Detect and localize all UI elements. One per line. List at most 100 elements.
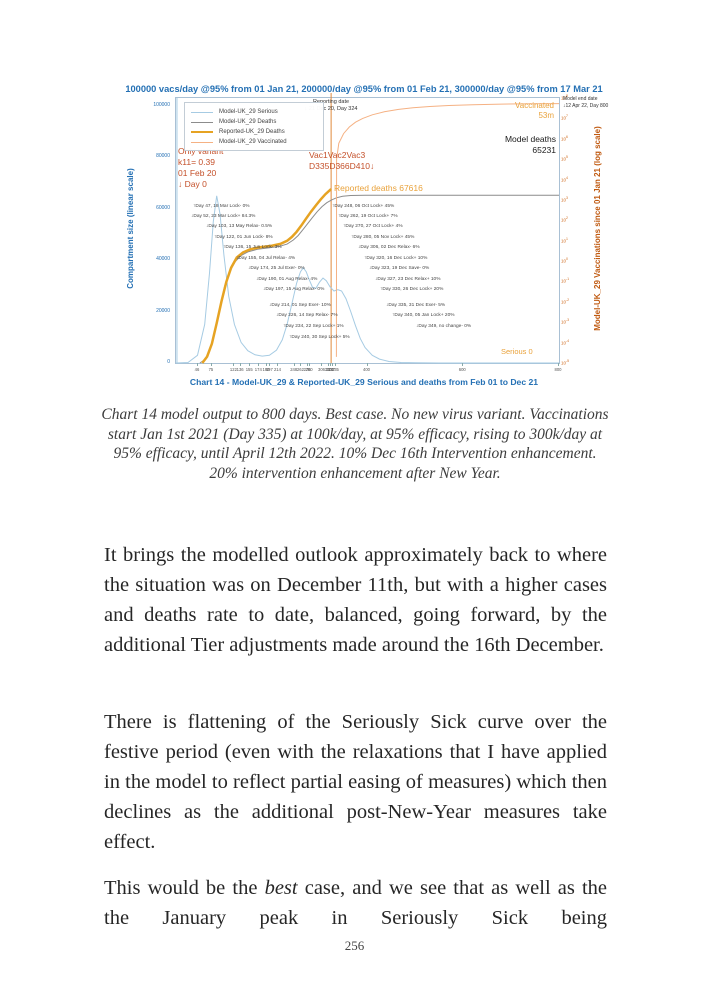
intervention-event-label: ↓Day 155, 04 Jul Relax- 4% bbox=[236, 256, 296, 261]
x-axis-tick-label: 800 bbox=[554, 367, 562, 372]
x-axis-tick-label: 136 bbox=[236, 367, 244, 372]
log-exponent: -3 bbox=[566, 317, 570, 322]
x-axis-tick-mark bbox=[462, 363, 464, 366]
x-axis-tick-mark bbox=[321, 363, 323, 366]
log-exponent: -5 bbox=[566, 358, 570, 363]
intervention-event-label: ↑Day 234, 22 Sep Lock+ 1% bbox=[283, 324, 344, 329]
intervention-event-label: ↑Day 280, 05 Nov Lock+ 45% bbox=[351, 235, 415, 240]
x-axis-tick-mark bbox=[240, 363, 242, 366]
y-axis-log-tick-label: 103 bbox=[561, 195, 568, 203]
x-axis-tick-label: 248 bbox=[290, 367, 298, 372]
x-axis-tick-label: 262 bbox=[296, 367, 304, 372]
x-axis-tick-label: 75 bbox=[208, 367, 214, 372]
x-axis-tick-label: 174 bbox=[254, 367, 262, 372]
intervention-event-label: ↑Day 122, 01 Jun Lock- 8% bbox=[214, 235, 273, 240]
legend-line-swatch bbox=[191, 131, 213, 133]
y-axis-right-title: Model-UK_29 Vaccinations since 01 Jan 21… bbox=[593, 126, 602, 331]
x-axis-tick-label: 280 bbox=[305, 367, 313, 372]
x-axis-tick-mark bbox=[233, 363, 235, 366]
intervention-event-label: ↓Day 306, 02 Dec Relax- 6% bbox=[358, 245, 420, 250]
log-exponent: 4 bbox=[566, 175, 568, 180]
chart-footer-label: Chart 14 - Model-UK_29 & Reported-UK_29 … bbox=[189, 377, 539, 387]
series-line bbox=[175, 195, 559, 364]
legend-line-swatch bbox=[191, 121, 213, 123]
log-exponent: 7 bbox=[566, 114, 568, 119]
y-axis-log-tick-label: 108 bbox=[561, 93, 568, 101]
series-line bbox=[201, 188, 332, 364]
x-axis-tick-mark bbox=[269, 363, 271, 366]
x-axis-tick-label: 122 bbox=[229, 367, 237, 372]
y-axis-log-tick-label: 104 bbox=[561, 175, 568, 182]
legend-row: Model-UK_29 Deaths bbox=[191, 117, 317, 127]
log-exponent: 2 bbox=[566, 216, 568, 221]
log-exponent: 3 bbox=[566, 195, 568, 200]
paragraph-text: This would be the bbox=[104, 876, 265, 899]
page-number: 256 bbox=[344, 938, 365, 953]
y-axis-tick-label: 40000 bbox=[156, 256, 170, 263]
intervention-event-label: ↑Day 330, 26 Dec Lock+ 20% bbox=[380, 287, 444, 292]
x-axis-tick-mark bbox=[309, 363, 311, 366]
y-axis-log-tick-label: 107 bbox=[561, 114, 568, 121]
legend-label: Reported-UK_29 Deaths bbox=[219, 129, 285, 135]
intervention-event-label: ↓Day 323, 19 Dec Save- 0% bbox=[369, 266, 430, 271]
x-axis-tick-label: 46 bbox=[194, 367, 200, 372]
x-axis-tick-mark bbox=[249, 363, 251, 366]
intervention-event-label: ↓Day 349, no change- 0% bbox=[416, 324, 472, 329]
x-axis-ticks: 46 75 122 136 155 174 190 197 214 248 262 276 280 306… bbox=[175, 363, 562, 375]
y-axis-log-tick-label: 10-3 bbox=[561, 317, 570, 325]
y-axis-log-tick-label: 106 bbox=[561, 134, 568, 142]
y-axis-tick-label: 100000 bbox=[153, 101, 170, 108]
y-axis-log-tick-label: 10-2 bbox=[561, 297, 570, 305]
intervention-event-label: ↓Day 197, 15 Aug Relax- 0% bbox=[263, 287, 325, 292]
intervention-event-label: ↑Day 240, 30 Sep Lock+ 5% bbox=[289, 335, 350, 340]
legend-row: Model-UK_29 Serious bbox=[191, 107, 317, 117]
x-axis-tick-label: 327 bbox=[328, 367, 336, 372]
y-axis-log-tick-label: 10-1 bbox=[561, 277, 570, 284]
log-exponent: 1 bbox=[566, 236, 568, 241]
legend-row: Reported-UK_29 Deaths bbox=[191, 127, 317, 137]
y-axis-left-title: Compartment size (linear scale) bbox=[126, 168, 135, 289]
intervention-event-label: ↓Day 327, 23 Dec Relax+ 10% bbox=[375, 277, 441, 282]
annotation-serious-zero: Serious 0 bbox=[501, 347, 533, 356]
x-axis-tick-mark bbox=[210, 363, 212, 366]
chart-figure: 100000 vacs/day @95% from 01 Jan 21, 200… bbox=[118, 84, 610, 396]
intervention-event-label: ↑Day 320, 16 Dec Lock+ 10% bbox=[364, 256, 428, 261]
x-axis-tick-label: 335 bbox=[331, 367, 339, 372]
series-line bbox=[335, 103, 560, 357]
x-axis-tick-mark bbox=[277, 363, 279, 366]
x-axis-tick-mark bbox=[366, 363, 368, 366]
intervention-event-label: ↑Day 248, 06 Oct Lock+ 45% bbox=[332, 204, 395, 209]
x-axis-tick-label: 400 bbox=[363, 367, 370, 372]
annotation-model-end-date: Model end date ↓12 Apr 22, Day 800 bbox=[563, 96, 609, 109]
x-axis-tick-mark bbox=[331, 363, 333, 366]
y-axis-tick-label: 60000 bbox=[156, 204, 170, 211]
legend-line-swatch bbox=[191, 141, 213, 143]
x-axis-tick-label: 323 bbox=[326, 367, 334, 372]
chart-legend: Model-UK_29 Serious Model-UK_29 Deaths Rep… bbox=[184, 102, 324, 151]
x-axis-tick-label: 197 bbox=[265, 367, 273, 372]
annotation-only-variant: Only variant k11= 0.39 01 Feb 20 ↓ Day 0 bbox=[178, 146, 224, 190]
y-axis-tick-label: 0 bbox=[167, 359, 170, 365]
intervention-event-label: ↑Day 270, 27 Oct Lock+ 4% bbox=[343, 224, 403, 229]
intervention-event-label: ↓Day 335, 31 Dec Exer- 5% bbox=[386, 303, 446, 308]
intervention-event-label: ↑Day 262, 19 Oct Lock+ 7% bbox=[338, 214, 398, 219]
y-axis-log-tick-label: 101 bbox=[561, 236, 568, 243]
log-exponent: 6 bbox=[566, 134, 568, 139]
log-exponent: -2 bbox=[566, 297, 570, 302]
x-axis-tick-mark bbox=[329, 363, 331, 366]
y-axis-tick-label: 20000 bbox=[156, 307, 170, 314]
x-axis-tick-mark bbox=[265, 363, 267, 366]
intervention-event-label: ↑Day 340, 05 Jan Lock+ 20% bbox=[392, 313, 455, 318]
intervention-event-label: ↓Day 52, 23 Mar Lock+ 84.3% bbox=[191, 214, 256, 219]
figure-caption: Chart 14 model output to 800 days. Best … bbox=[101, 406, 609, 482]
body-paragraph: There is flattening of the Seriously Sic… bbox=[104, 710, 607, 853]
annotation-vaccination-schedule: Vac1Vac2Vac3 D335D366D410↓ bbox=[309, 150, 375, 172]
y-axis-log-tick-label: 105 bbox=[561, 154, 568, 162]
intervention-event-label: ↑Day 136, 15 Jun Lock- 3% bbox=[223, 245, 282, 250]
legend-row: Model-UK_29 Vaccinated bbox=[191, 137, 317, 147]
paragraph-text: case, and we see that as well as the the… bbox=[104, 876, 608, 929]
emphasized-word: best bbox=[264, 876, 298, 899]
body-paragraph: It brings the modelled outlook approxima… bbox=[104, 543, 607, 656]
log-exponent: 0 bbox=[566, 256, 568, 261]
x-axis-tick-mark bbox=[558, 363, 559, 366]
